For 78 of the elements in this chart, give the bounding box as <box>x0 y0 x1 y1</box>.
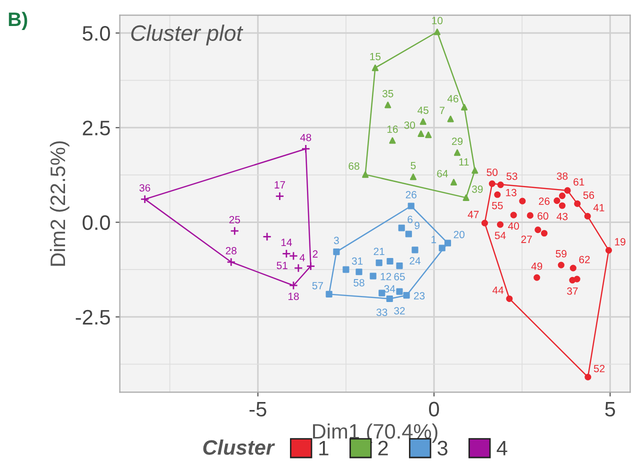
legend-label: 4 <box>496 440 508 456</box>
y-tick-label: -2.5 <box>76 310 110 325</box>
annotation: 35 <box>382 90 394 98</box>
annotation: 33 <box>376 308 388 316</box>
annotation: 53 <box>506 172 518 180</box>
y-tick-label: 5.0 <box>82 26 110 41</box>
annotation: 50 <box>486 168 498 176</box>
annotation: 45 <box>418 106 428 114</box>
annotation: 48 <box>300 134 312 142</box>
annotation: 61 <box>574 178 584 186</box>
legend-label: 1 <box>319 440 328 456</box>
annotation: 37 <box>567 287 578 295</box>
annotation: 56 <box>583 192 594 199</box>
annotation: 30 <box>404 121 416 129</box>
legend-label: 3 <box>438 440 448 456</box>
annotation: 41 <box>593 204 604 212</box>
annotation: 13 <box>506 188 516 196</box>
annotation: 26 <box>538 198 550 205</box>
annotation: 55 <box>492 202 503 210</box>
annotation: 26 <box>406 191 416 198</box>
y-tick-label: 0.0 <box>82 215 110 230</box>
annotation: 57 <box>312 282 323 290</box>
x-tick-label: 0 <box>429 402 439 417</box>
annotation: 29 <box>452 138 463 146</box>
annotation: 27 <box>521 236 532 243</box>
annotation: 54 <box>494 232 506 240</box>
legend-label: 2 <box>378 440 388 456</box>
annotation: 23 <box>414 292 425 300</box>
chart-title: Cluster plot <box>131 24 244 46</box>
annotation: 38 <box>556 172 568 180</box>
annotation: 34 <box>384 285 396 293</box>
annotation: 6 <box>408 216 412 224</box>
annotation: 31 <box>352 257 363 265</box>
y-axis-title: Dim2 (22.5%) <box>50 141 70 266</box>
annotation: 43 <box>556 212 568 220</box>
annotation: 3 <box>334 236 339 244</box>
annotation: 46 <box>447 94 458 102</box>
annotation: 20 <box>454 230 464 238</box>
annotation: 17 <box>274 181 286 188</box>
legend-title: Cluster <box>203 440 275 455</box>
annotation: 21 <box>374 248 384 256</box>
annotation: 64 <box>437 170 448 178</box>
annotation: 39 <box>472 185 483 193</box>
annotation: 51 <box>276 262 288 270</box>
annotation: 15 <box>370 52 381 60</box>
annotation: 40 <box>508 222 519 230</box>
annotation: 44 <box>492 286 504 294</box>
annotation: 2 <box>312 250 318 258</box>
annotation: 1 <box>432 236 436 244</box>
annotation: 11 <box>459 158 469 166</box>
annotation: 28 <box>226 247 236 254</box>
x-tick-label: 5 <box>605 402 616 417</box>
annotation: 19 <box>615 238 626 246</box>
annotation: 5 <box>410 162 416 170</box>
annotation: 60 <box>538 212 548 220</box>
annotation: 32 <box>394 307 405 314</box>
text: B) <box>8 12 28 30</box>
annotation: 58 <box>354 279 364 286</box>
annotation: 68 <box>348 162 360 170</box>
annotation: 16 <box>387 126 398 133</box>
annotation: 65 <box>394 273 405 280</box>
annotation: 49 <box>531 262 542 270</box>
annotation: 52 <box>594 364 605 372</box>
annotation: 59 <box>556 250 566 258</box>
annotation: 24 <box>410 257 420 264</box>
x-tick-label: -5 <box>250 402 266 417</box>
annotation: 18 <box>288 292 299 300</box>
annotation: 62 <box>579 256 590 264</box>
y-tick-label: 2.5 <box>82 120 110 136</box>
annotation: 7 <box>440 106 444 114</box>
annotation: 47 <box>468 210 479 218</box>
annotation: 14 <box>281 238 292 246</box>
annotation: 9 <box>414 222 420 230</box>
annotation: 12 <box>380 272 392 280</box>
annotation: 10 <box>432 16 443 24</box>
annotation: 36 <box>139 184 150 192</box>
annotation: 4 <box>300 254 305 262</box>
annotation: 25 <box>229 216 240 224</box>
